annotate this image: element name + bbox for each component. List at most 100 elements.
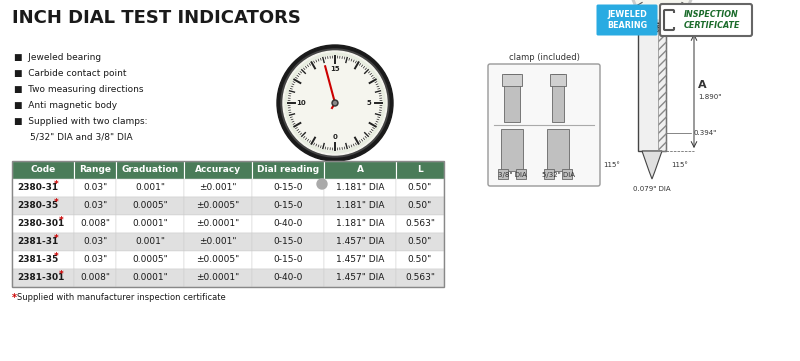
Text: ■  Two measuring directions: ■ Two measuring directions <box>14 85 143 94</box>
Text: *: * <box>12 293 17 303</box>
FancyBboxPatch shape <box>660 4 752 36</box>
Text: 2381-31: 2381-31 <box>17 238 58 247</box>
Text: 0.50": 0.50" <box>408 201 432 210</box>
Text: 0.03": 0.03" <box>83 256 107 265</box>
Bar <box>252 215 324 233</box>
Text: 5: 5 <box>366 100 371 106</box>
Text: 1.890": 1.890" <box>698 94 722 100</box>
Bar <box>116 251 184 269</box>
Bar <box>562 169 572 179</box>
Text: ■  Carbide contact point: ■ Carbide contact point <box>14 69 126 78</box>
Text: 2381-35: 2381-35 <box>17 256 58 265</box>
Text: 0.50": 0.50" <box>408 238 432 247</box>
Text: ±0.0001": ±0.0001" <box>196 219 240 229</box>
Text: 115°: 115° <box>671 162 688 168</box>
Text: 0.001": 0.001" <box>135 183 165 192</box>
Text: ■  Anti magnetic body: ■ Anti magnetic body <box>14 101 117 110</box>
Bar <box>74 161 116 179</box>
Bar <box>638 31 666 151</box>
Text: 1.181" DIA: 1.181" DIA <box>336 201 384 210</box>
Circle shape <box>285 53 385 153</box>
Text: 0.001": 0.001" <box>135 238 165 247</box>
Bar <box>638 23 666 31</box>
Text: 0-15-0: 0-15-0 <box>274 183 302 192</box>
Text: A: A <box>698 80 706 90</box>
Bar <box>74 215 116 233</box>
Circle shape <box>634 0 690 19</box>
Bar <box>324 251 396 269</box>
Text: 0.03": 0.03" <box>83 201 107 210</box>
Text: ■  Jeweled bearing: ■ Jeweled bearing <box>14 53 101 62</box>
Bar <box>184 179 252 197</box>
Bar <box>74 269 116 287</box>
Bar <box>396 251 444 269</box>
Bar <box>116 269 184 287</box>
Bar <box>12 269 74 287</box>
Text: 15: 15 <box>330 66 340 72</box>
Bar <box>396 269 444 287</box>
Text: 0: 0 <box>333 134 338 140</box>
Text: *: * <box>54 199 58 208</box>
Bar <box>550 74 566 86</box>
Circle shape <box>281 49 389 157</box>
Bar <box>396 161 444 179</box>
Text: Graduation: Graduation <box>122 165 178 174</box>
Circle shape <box>631 0 693 22</box>
Bar <box>74 233 116 251</box>
Text: *: * <box>54 235 58 244</box>
Bar <box>396 233 444 251</box>
Bar <box>252 161 324 179</box>
Text: Supplied with manufacturer inspection certificate: Supplied with manufacturer inspection ce… <box>17 293 226 302</box>
Text: INSPECTION
CERTIFICATE: INSPECTION CERTIFICATE <box>684 10 741 30</box>
Circle shape <box>283 51 387 155</box>
Bar <box>324 179 396 197</box>
Text: ±0.001": ±0.001" <box>199 238 237 247</box>
Bar <box>396 197 444 215</box>
Bar <box>324 215 396 233</box>
Bar <box>324 233 396 251</box>
Text: 0.0005": 0.0005" <box>132 256 168 265</box>
Circle shape <box>332 100 338 106</box>
Bar <box>252 233 324 251</box>
Text: 1.457" DIA: 1.457" DIA <box>336 274 384 283</box>
Bar <box>12 179 74 197</box>
Bar <box>547 129 569 171</box>
Bar <box>658 31 666 151</box>
Bar <box>12 233 74 251</box>
Bar <box>501 129 523 171</box>
Text: clamp (included): clamp (included) <box>509 53 579 62</box>
Circle shape <box>314 176 330 192</box>
Text: INCH DIAL TEST INDICATORS: INCH DIAL TEST INDICATORS <box>12 9 301 27</box>
Bar <box>252 269 324 287</box>
Bar <box>116 161 184 179</box>
Bar <box>116 233 184 251</box>
Bar <box>516 169 526 179</box>
Text: 0.50": 0.50" <box>408 256 432 265</box>
Text: 0.563": 0.563" <box>405 274 435 283</box>
Bar <box>667 13 677 27</box>
Bar <box>544 169 554 179</box>
Text: 0.394": 0.394" <box>693 130 716 136</box>
Text: 0-15-0: 0-15-0 <box>274 256 302 265</box>
Bar <box>324 269 396 287</box>
Bar <box>322 161 348 199</box>
Bar <box>12 251 74 269</box>
Text: L: L <box>417 165 423 174</box>
FancyBboxPatch shape <box>597 4 658 35</box>
Text: 0-15-0: 0-15-0 <box>274 201 302 210</box>
Bar <box>74 197 116 215</box>
Bar <box>12 161 74 179</box>
Text: 1.024": 1.024" <box>641 11 663 17</box>
Bar <box>184 161 252 179</box>
FancyBboxPatch shape <box>664 10 674 30</box>
Text: 1.457" DIA: 1.457" DIA <box>336 256 384 265</box>
Text: Code: Code <box>30 165 56 174</box>
Bar <box>12 197 74 215</box>
Text: 0.0001": 0.0001" <box>132 274 168 283</box>
Text: 0.008": 0.008" <box>80 274 110 283</box>
Bar <box>324 161 396 179</box>
Text: 0.03": 0.03" <box>83 183 107 192</box>
Text: Accuracy: Accuracy <box>195 165 241 174</box>
Text: ±0.0005": ±0.0005" <box>196 201 240 210</box>
Text: ±0.0001": ±0.0001" <box>196 274 240 283</box>
